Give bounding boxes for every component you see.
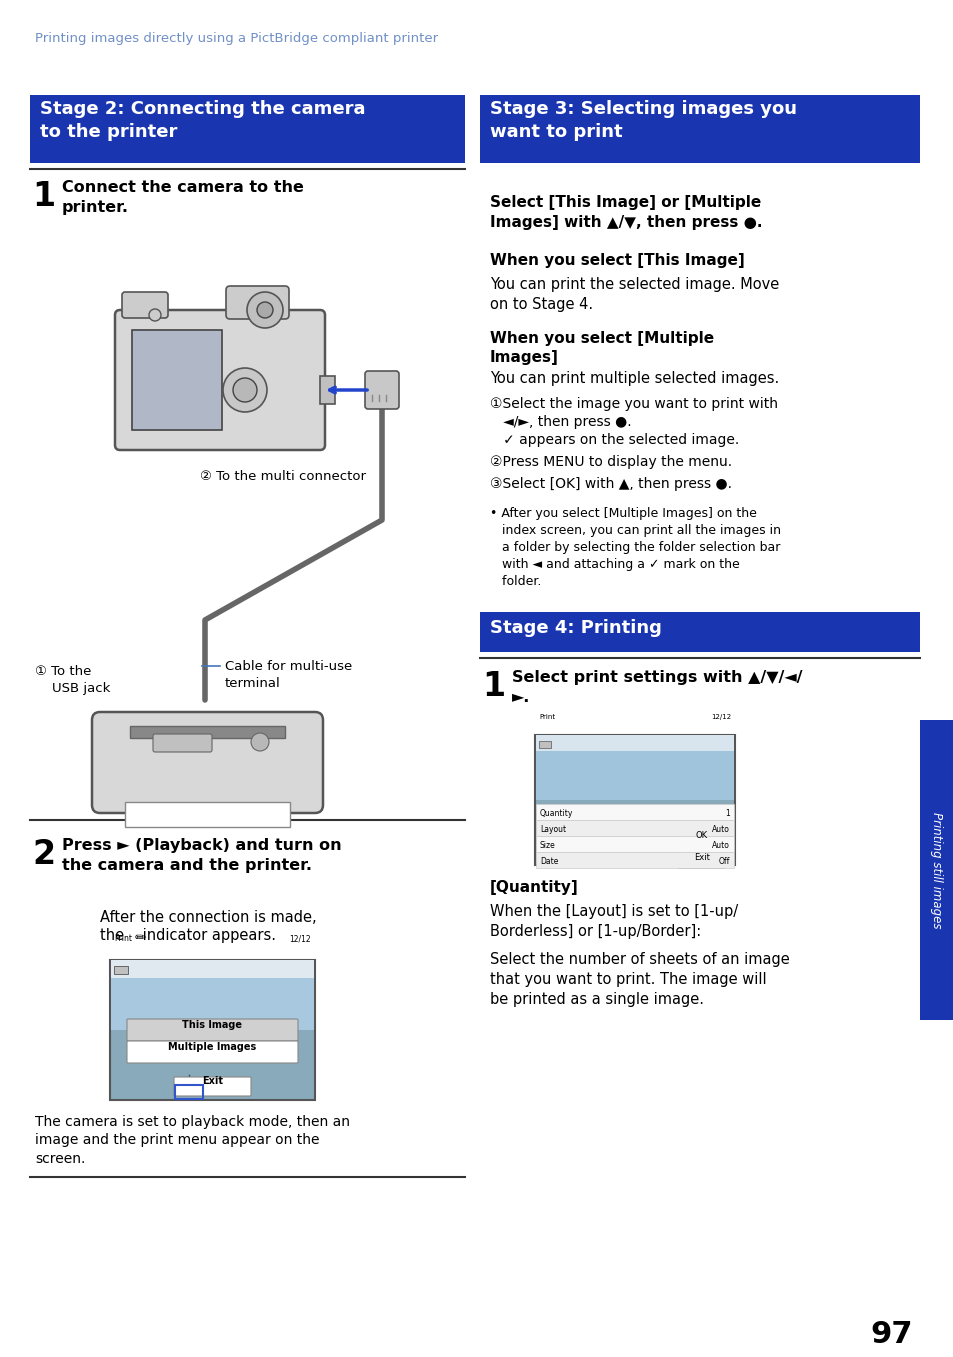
FancyBboxPatch shape bbox=[173, 1077, 251, 1096]
Bar bbox=[30, 95, 464, 163]
Text: Select the number of sheets of an image
that you want to print. The image will
b: Select the number of sheets of an image … bbox=[490, 953, 789, 1007]
Circle shape bbox=[251, 733, 269, 750]
Text: Layout: Layout bbox=[539, 825, 565, 833]
Text: Select [This Image] or [Multiple
Images] with ▲/▼, then press ●.: Select [This Image] or [Multiple Images]… bbox=[490, 195, 761, 229]
Text: 1: 1 bbox=[724, 809, 729, 817]
Text: When you select [This Image]: When you select [This Image] bbox=[490, 252, 744, 267]
Text: ✓ appears on the selected image.: ✓ appears on the selected image. bbox=[490, 433, 739, 446]
Bar bbox=[132, 330, 222, 430]
Circle shape bbox=[149, 309, 161, 322]
Bar bbox=[538, 741, 551, 748]
Text: ①Select the image you want to print with: ①Select the image you want to print with bbox=[490, 398, 778, 411]
Text: 1: 1 bbox=[481, 670, 504, 703]
FancyBboxPatch shape bbox=[678, 848, 725, 868]
Text: Printing still images: Printing still images bbox=[929, 811, 943, 928]
Text: Stage 3: Selecting images you
want to print: Stage 3: Selecting images you want to pr… bbox=[490, 100, 796, 141]
Text: Off: Off bbox=[718, 856, 729, 866]
Bar bbox=[536, 820, 733, 836]
Text: Exit: Exit bbox=[694, 854, 709, 863]
Text: Connect the camera to the
printer.: Connect the camera to the printer. bbox=[62, 180, 304, 214]
Bar bbox=[111, 959, 314, 1030]
Bar bbox=[536, 735, 733, 801]
Circle shape bbox=[223, 368, 267, 413]
Bar bbox=[319, 376, 335, 404]
Text: 12/12: 12/12 bbox=[289, 934, 311, 943]
FancyBboxPatch shape bbox=[127, 1041, 297, 1063]
FancyBboxPatch shape bbox=[152, 734, 212, 752]
Text: Cable for multi-use
terminal: Cable for multi-use terminal bbox=[225, 660, 352, 689]
Text: 2: 2 bbox=[32, 839, 55, 871]
Text: [Quantity]: [Quantity] bbox=[490, 879, 578, 896]
FancyBboxPatch shape bbox=[678, 826, 725, 845]
Text: Multiple Images: Multiple Images bbox=[168, 1042, 255, 1052]
Bar bbox=[130, 726, 285, 738]
Text: ① To the
    USB jack: ① To the USB jack bbox=[35, 665, 111, 695]
FancyBboxPatch shape bbox=[127, 1019, 297, 1041]
Text: 12/12: 12/12 bbox=[710, 714, 730, 721]
FancyBboxPatch shape bbox=[115, 309, 325, 451]
Bar bbox=[536, 836, 733, 852]
Bar bbox=[174, 1086, 203, 1099]
Text: 97: 97 bbox=[869, 1320, 911, 1349]
Text: Auto: Auto bbox=[711, 840, 729, 849]
Bar bbox=[536, 735, 733, 750]
Circle shape bbox=[233, 379, 256, 402]
Text: Select print settings with ▲/▼/◄/
►.: Select print settings with ▲/▼/◄/ ►. bbox=[512, 670, 801, 704]
Circle shape bbox=[256, 303, 273, 318]
Text: Print: Print bbox=[113, 934, 132, 943]
Text: ✏: ✏ bbox=[135, 931, 147, 944]
Text: ◄/►, then press ●.: ◄/►, then press ●. bbox=[490, 415, 631, 429]
Text: This Image: This Image bbox=[182, 1020, 242, 1030]
Text: The camera is set to playback mode, then an
image and the print menu appear on t: The camera is set to playback mode, then… bbox=[35, 1115, 350, 1166]
Text: • After you select [Multiple Images] on the
   index screen, you can print all t: • After you select [Multiple Images] on … bbox=[490, 508, 781, 588]
Text: Quantity: Quantity bbox=[539, 809, 573, 817]
Text: When the [Layout] is set to [1-up/
Borderless] or [1-up/Border]:: When the [Layout] is set to [1-up/ Borde… bbox=[490, 904, 738, 939]
Bar bbox=[536, 803, 733, 820]
Bar bbox=[479, 95, 919, 163]
Circle shape bbox=[247, 292, 283, 328]
Text: You can print multiple selected images.: You can print multiple selected images. bbox=[490, 370, 779, 385]
Text: Exit: Exit bbox=[202, 1076, 223, 1086]
Text: ③Select [OK] with ▲, then press ●.: ③Select [OK] with ▲, then press ●. bbox=[490, 478, 731, 491]
FancyBboxPatch shape bbox=[125, 802, 290, 826]
Text: Stage 2: Connecting the camera
to the printer: Stage 2: Connecting the camera to the pr… bbox=[40, 100, 365, 141]
Text: Print: Print bbox=[538, 714, 555, 721]
Text: Size: Size bbox=[539, 840, 556, 849]
FancyBboxPatch shape bbox=[122, 292, 168, 318]
Bar bbox=[919, 721, 953, 1020]
Text: ②Press MENU to display the menu.: ②Press MENU to display the menu. bbox=[490, 455, 731, 470]
Text: Press ► (Playback) and turn on
the camera and the printer.: Press ► (Playback) and turn on the camer… bbox=[62, 839, 341, 873]
FancyBboxPatch shape bbox=[365, 370, 398, 408]
Text: Stage 4: Printing: Stage 4: Printing bbox=[490, 619, 661, 636]
Bar bbox=[113, 966, 128, 974]
Bar bbox=[535, 735, 734, 864]
Text: OK: OK bbox=[695, 832, 707, 840]
Bar bbox=[111, 959, 314, 978]
Text: Date: Date bbox=[539, 856, 558, 866]
Text: Printing images directly using a PictBridge compliant printer: Printing images directly using a PictBri… bbox=[35, 33, 437, 45]
FancyBboxPatch shape bbox=[226, 286, 289, 319]
Bar bbox=[110, 959, 314, 1101]
Bar bbox=[536, 852, 733, 868]
Text: the    indicator appears.: the indicator appears. bbox=[100, 928, 275, 943]
Bar bbox=[479, 612, 919, 651]
Text: ② To the multi connector: ② To the multi connector bbox=[200, 470, 366, 483]
Text: 1: 1 bbox=[32, 180, 55, 213]
Text: You can print the selected image. Move
on to Stage 4.: You can print the selected image. Move o… bbox=[490, 277, 779, 312]
Text: After the connection is made,: After the connection is made, bbox=[100, 911, 316, 925]
FancyBboxPatch shape bbox=[91, 712, 323, 813]
Text: Auto: Auto bbox=[711, 825, 729, 833]
Text: When you select [Multiple
Images]: When you select [Multiple Images] bbox=[490, 331, 714, 365]
